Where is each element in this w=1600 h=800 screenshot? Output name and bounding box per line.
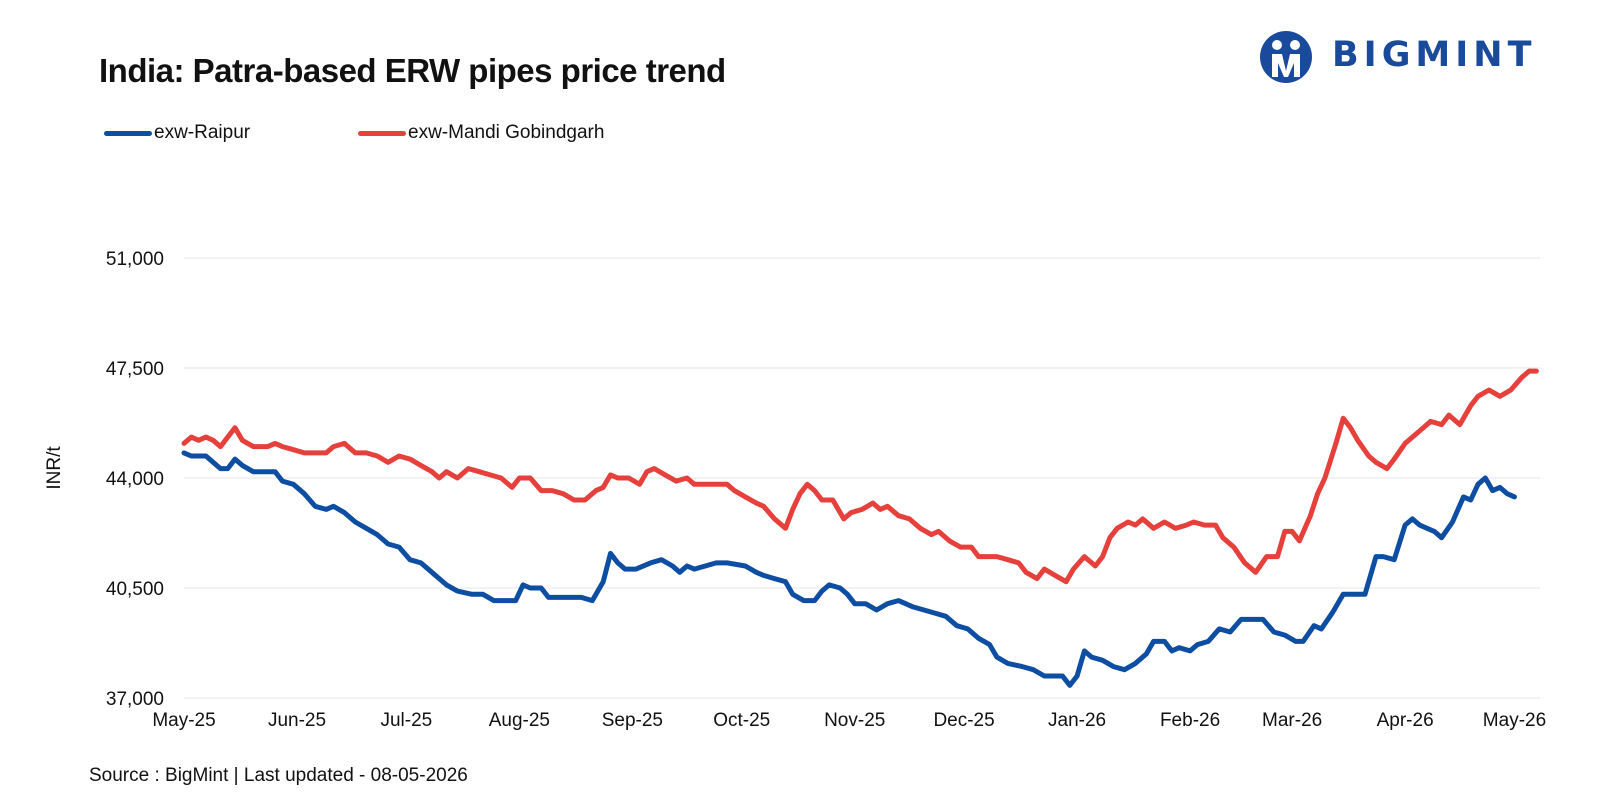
y-tick-label: 47,500 (106, 359, 164, 380)
series-line-gobindgarh (181, 368, 1539, 585)
x-tick-label: Dec-25 (933, 710, 994, 731)
bigmint-logo-text: BIGMINT (1332, 35, 1537, 75)
x-tick-label: Jun-25 (268, 710, 326, 731)
legend-label-gobindgarh: exw-Mandi Gobindgarh (408, 122, 605, 143)
x-tick-label: Mar-26 (1262, 710, 1322, 731)
x-tick-label: Apr-26 (1377, 710, 1434, 731)
legend-label-raipur: exw-Raipur (154, 122, 251, 143)
y-tick-label: 37,000 (106, 689, 164, 710)
x-tick-label: May-26 (1483, 710, 1546, 731)
legend-swatch-raipur (104, 130, 152, 136)
x-tick-label: Jul-25 (380, 710, 432, 731)
legend-item-raipur: exw-Raipur (104, 122, 250, 144)
legend-item-gobindgarh: exw-Mandi Gobindgarh (358, 122, 604, 144)
x-tick-label: Jan-26 (1048, 710, 1106, 731)
source-note: Source : BigMint | Last updated - 08-05-… (89, 765, 468, 786)
x-tick-label: Feb-26 (1160, 710, 1220, 731)
x-tick-label: Sep-25 (602, 710, 663, 731)
x-tick-label: Nov-25 (824, 710, 885, 731)
x-tick-label: Oct-25 (713, 710, 770, 731)
legend-swatch-gobindgarh (358, 130, 406, 136)
bigmint-logo-icon (1260, 31, 1312, 83)
y-tick-label: 51,000 (106, 249, 164, 270)
y-tick-label: 40,500 (106, 579, 164, 600)
chart-title: India: Patra-based ERW pipes price trend (99, 52, 726, 89)
bigmint-logo: BIGMINT (1260, 27, 1540, 87)
x-tick-label: May-25 (152, 710, 215, 731)
y-axis-label: INR/t (44, 446, 65, 490)
series-line-raipur (181, 450, 1517, 688)
y-tick-label: 44,000 (106, 469, 164, 490)
x-tick-label: Aug-25 (489, 710, 550, 731)
